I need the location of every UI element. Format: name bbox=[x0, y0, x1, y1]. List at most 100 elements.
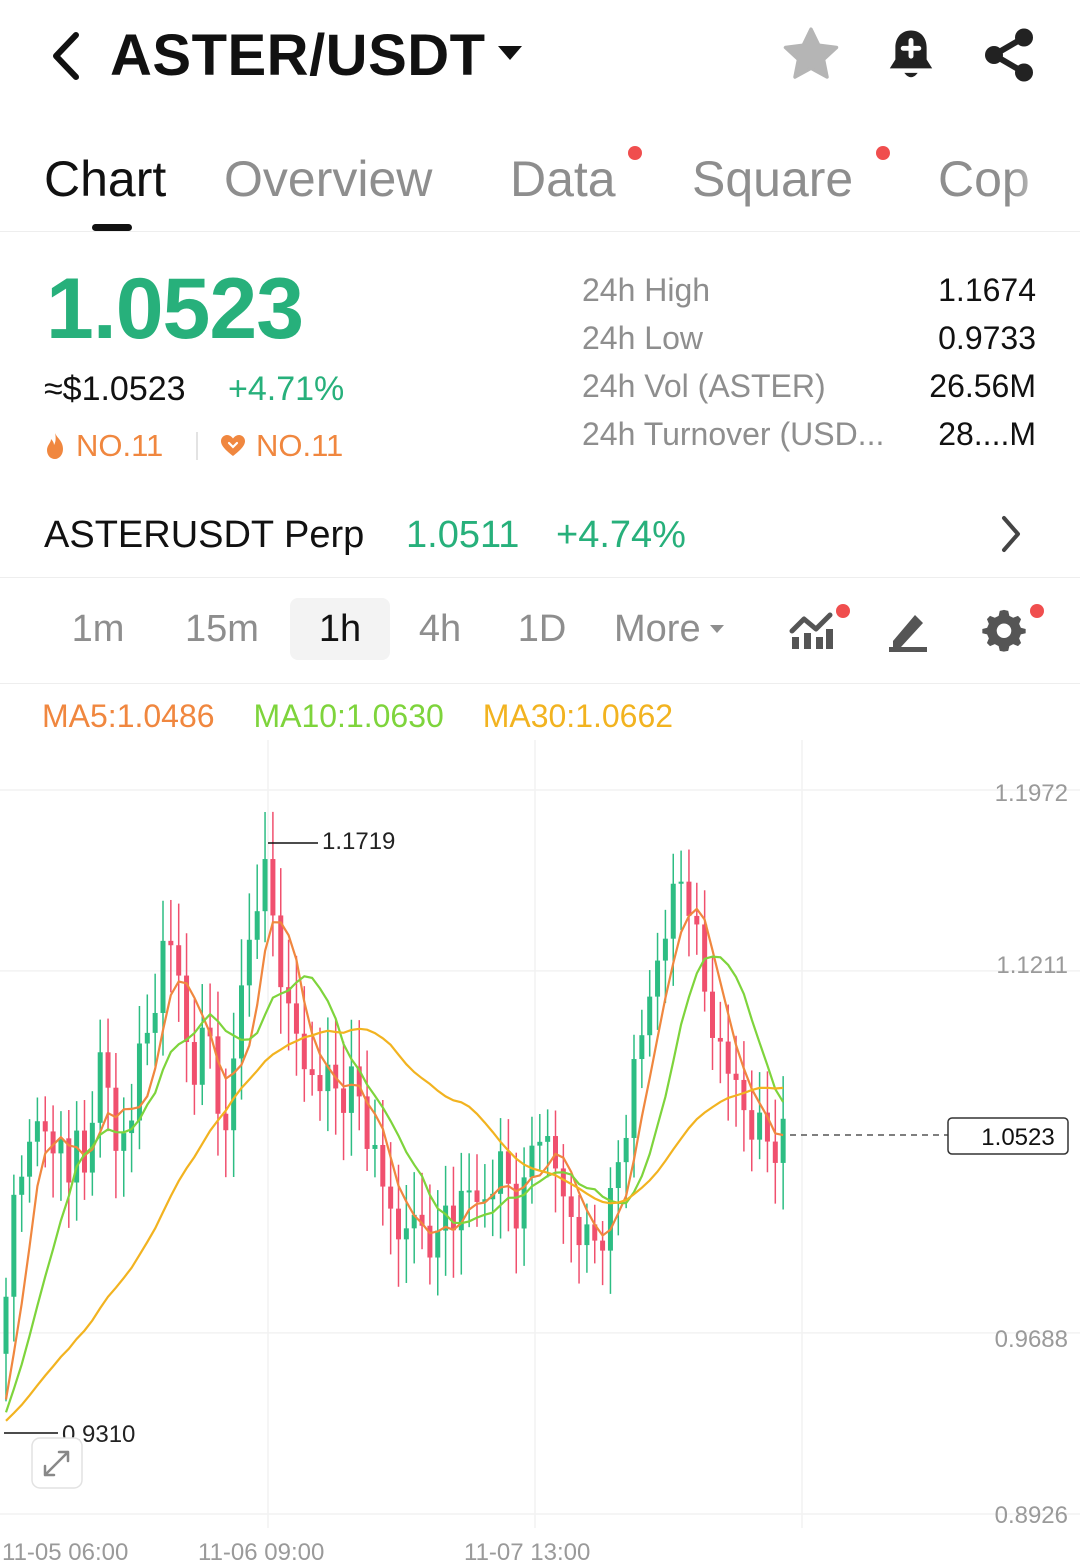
candle bbox=[607, 1188, 613, 1251]
candle bbox=[764, 1112, 770, 1142]
candlestick-chart[interactable]: 1.1719 0.9310 1.0523 1.1972 1.1211 0.968… bbox=[0, 740, 1080, 1564]
chevron-right-icon[interactable] bbox=[998, 514, 1024, 559]
candle bbox=[670, 883, 676, 939]
ma5-line bbox=[4, 907, 784, 1400]
ma30-value: MA30:1.0662 bbox=[482, 698, 674, 734]
candle bbox=[246, 939, 252, 986]
active-tab-indicator bbox=[92, 224, 132, 231]
candle bbox=[136, 1043, 142, 1121]
candle bbox=[521, 1177, 527, 1229]
timeframe-1h[interactable]: 1h bbox=[290, 598, 390, 660]
notification-dot bbox=[1030, 604, 1044, 618]
draw-tool-icon[interactable] bbox=[880, 602, 936, 658]
timeframe-1d[interactable]: 1D bbox=[517, 608, 567, 650]
hot-rank-badge[interactable]: NO.11 bbox=[44, 428, 163, 464]
candle bbox=[301, 1033, 307, 1070]
candle bbox=[168, 940, 174, 946]
ma5-value: MA5:1.0486 bbox=[42, 698, 215, 734]
fav-rank-badge[interactable]: NO.11 bbox=[220, 428, 343, 464]
candle bbox=[348, 1066, 354, 1113]
timeframe-more[interactable]: More bbox=[614, 598, 754, 660]
candle bbox=[293, 1003, 299, 1034]
candle bbox=[505, 1151, 511, 1184]
y-tick-label: 1.1972 bbox=[995, 780, 1068, 807]
timeframe-15m[interactable]: 15m bbox=[185, 608, 259, 650]
tab-chart[interactable]: Chart bbox=[44, 151, 167, 207]
last-price-box bbox=[947, 1117, 1069, 1155]
candle bbox=[152, 1012, 158, 1033]
star-icon[interactable] bbox=[780, 24, 842, 86]
ma30-line bbox=[5, 1027, 784, 1422]
candle bbox=[364, 1096, 370, 1149]
candle bbox=[717, 1037, 723, 1042]
candle bbox=[325, 1064, 331, 1092]
candle bbox=[27, 1141, 33, 1177]
rank-divider bbox=[196, 432, 198, 460]
timeframe-1m[interactable]: 1m bbox=[71, 608, 125, 650]
candle bbox=[443, 1205, 449, 1231]
candle bbox=[450, 1205, 456, 1231]
share-icon[interactable] bbox=[978, 24, 1040, 86]
candles bbox=[3, 811, 786, 1402]
candle bbox=[19, 1176, 25, 1195]
candle bbox=[144, 1032, 150, 1044]
candle bbox=[396, 1208, 401, 1240]
gear-icon[interactable] bbox=[976, 602, 1032, 658]
high-marker: 1.1719 bbox=[322, 828, 395, 855]
candle bbox=[694, 915, 700, 925]
candle bbox=[576, 1216, 582, 1246]
stat-label-turnover: 24h Turnover (USD... bbox=[582, 416, 885, 452]
candle bbox=[615, 1162, 621, 1189]
candle bbox=[388, 1186, 394, 1209]
candle bbox=[176, 945, 182, 976]
candle bbox=[270, 859, 276, 916]
tab-data[interactable]: Data bbox=[510, 151, 616, 207]
pair-title[interactable]: ASTER/USDT bbox=[110, 23, 486, 88]
bell-plus-icon[interactable] bbox=[880, 24, 942, 86]
notification-dot bbox=[628, 146, 642, 160]
candle bbox=[655, 960, 661, 997]
candle bbox=[58, 1138, 64, 1154]
candle bbox=[11, 1194, 17, 1297]
fullscreen-icon[interactable] bbox=[31, 1437, 83, 1489]
indicator-icon[interactable] bbox=[784, 602, 840, 658]
ma10-line bbox=[4, 955, 785, 1413]
candle bbox=[129, 1120, 135, 1134]
back-chevron-icon[interactable] bbox=[40, 28, 90, 84]
y-tick-label: 0.8926 bbox=[995, 1502, 1068, 1529]
perp-price: 1.0511 bbox=[406, 514, 520, 556]
timeframe-4h[interactable]: 4h bbox=[418, 608, 462, 650]
tab-overview[interactable]: Overview bbox=[224, 151, 433, 207]
candle bbox=[372, 1144, 378, 1149]
candle bbox=[553, 1136, 558, 1169]
top-bar: ASTER/USDT bbox=[0, 0, 1080, 112]
candle bbox=[215, 1036, 221, 1114]
candle bbox=[66, 1138, 72, 1183]
tab-overflow-fade bbox=[1010, 140, 1080, 231]
candle bbox=[733, 1073, 739, 1080]
stat-label-low: 24h Low bbox=[582, 320, 703, 356]
candle bbox=[411, 1214, 417, 1229]
usd-price: ≈$1.0523 bbox=[44, 370, 186, 408]
candle bbox=[584, 1224, 590, 1246]
perp-name: ASTERUSDT Perp bbox=[44, 514, 365, 556]
caret-down-icon[interactable] bbox=[496, 44, 524, 67]
tab-square[interactable]: Square bbox=[692, 151, 854, 207]
last-price: 1.0523 bbox=[46, 261, 304, 357]
perp-change: +4.74% bbox=[556, 514, 686, 556]
candle bbox=[3, 1296, 9, 1354]
candle bbox=[537, 1141, 543, 1146]
candle bbox=[435, 1230, 441, 1258]
candle bbox=[341, 1088, 347, 1113]
perp-contract-row[interactable]: ASTERUSDT Perp 1.0511 +4.74% bbox=[0, 498, 1080, 578]
candle bbox=[105, 1052, 111, 1088]
change-percent: +4.71% bbox=[228, 370, 345, 408]
x-tick-label: 11-05 06:00 bbox=[2, 1539, 128, 1564]
candle bbox=[772, 1141, 778, 1163]
candle bbox=[749, 1110, 755, 1140]
candle bbox=[725, 1041, 731, 1074]
candle bbox=[498, 1151, 504, 1194]
candle bbox=[710, 991, 715, 1038]
candle bbox=[160, 940, 166, 1013]
candle bbox=[231, 1058, 237, 1131]
